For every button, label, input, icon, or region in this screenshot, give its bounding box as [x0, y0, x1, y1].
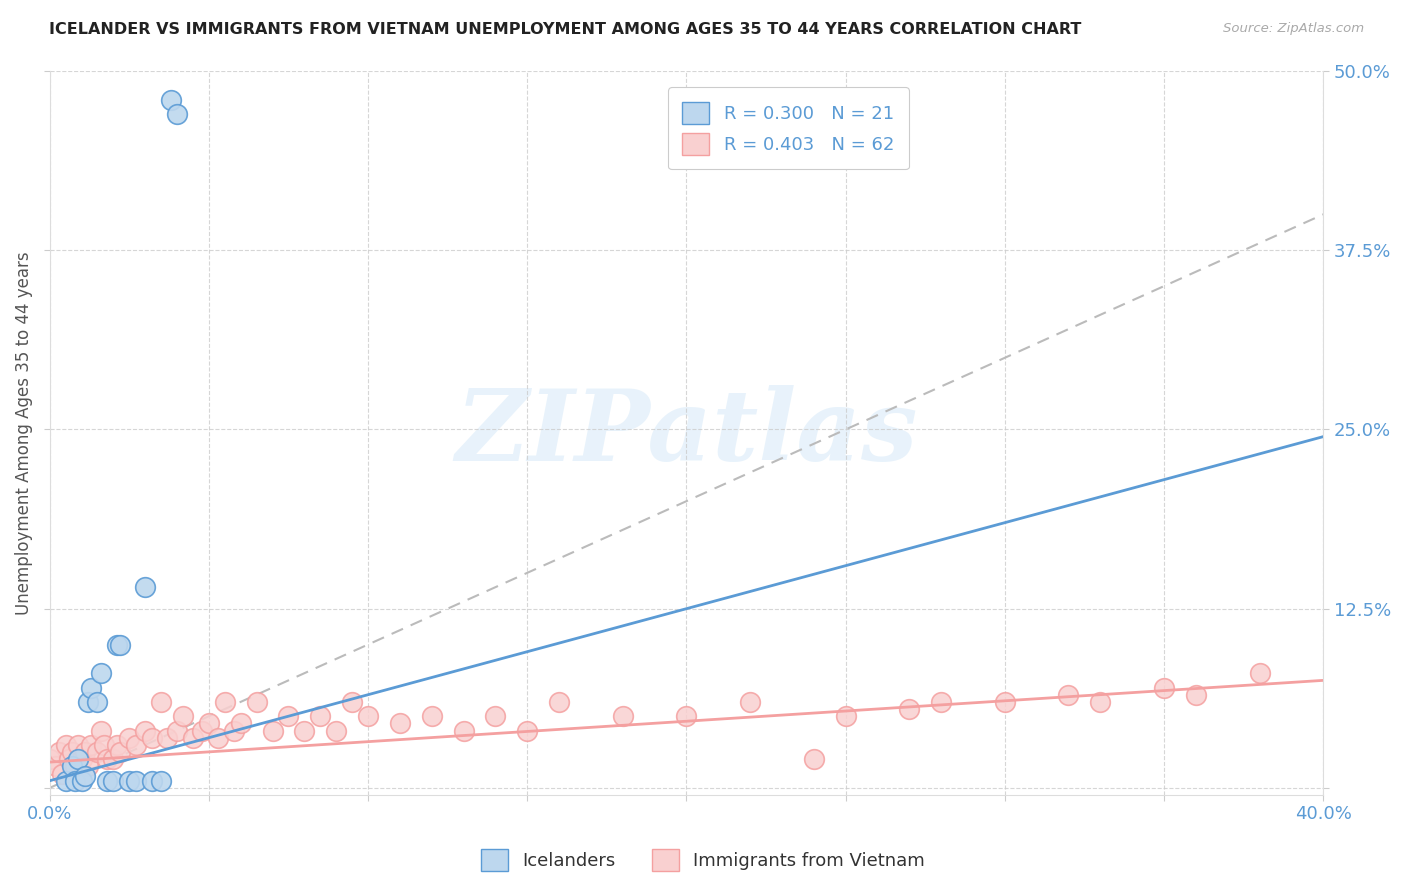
Point	[90, 666, 112, 681]
Point	[86, 745, 108, 759]
Point	[1249, 666, 1271, 681]
Point	[994, 695, 1017, 709]
Point	[1057, 688, 1080, 702]
Point	[55, 738, 77, 752]
Point	[675, 709, 697, 723]
Point	[803, 752, 825, 766]
Point	[156, 731, 179, 745]
Point	[108, 745, 131, 759]
Point	[80, 681, 103, 695]
Point	[214, 695, 236, 709]
Point	[198, 716, 221, 731]
Point	[90, 723, 112, 738]
Point	[292, 723, 315, 738]
Point	[1185, 688, 1208, 702]
Point	[58, 752, 80, 766]
Point	[93, 738, 115, 752]
Point	[80, 738, 103, 752]
Point	[141, 773, 163, 788]
Point	[45, 759, 67, 773]
Point	[453, 723, 475, 738]
Point	[103, 773, 125, 788]
Point	[63, 773, 86, 788]
Point	[277, 709, 299, 723]
Point	[159, 93, 181, 107]
Point	[70, 752, 93, 766]
Point	[38, 752, 60, 766]
Point	[73, 769, 96, 783]
Point	[67, 738, 90, 752]
Point	[166, 107, 188, 121]
Y-axis label: Unemployment Among Ages 35 to 44 years: Unemployment Among Ages 35 to 44 years	[15, 252, 32, 615]
Point	[548, 695, 571, 709]
Point	[898, 702, 921, 716]
Point	[51, 766, 73, 780]
Text: ICELANDER VS IMMIGRANTS FROM VIETNAM UNEMPLOYMENT AMONG AGES 35 TO 44 YEARS CORR: ICELANDER VS IMMIGRANTS FROM VIETNAM UNE…	[49, 22, 1081, 37]
Point	[740, 695, 762, 709]
Point	[103, 752, 125, 766]
Point	[48, 745, 70, 759]
Text: Source: ZipAtlas.com: Source: ZipAtlas.com	[1223, 22, 1364, 36]
Point	[150, 695, 173, 709]
Point	[224, 723, 246, 738]
Point	[105, 638, 128, 652]
Point	[118, 731, 141, 745]
Point	[118, 773, 141, 788]
Point	[63, 759, 86, 773]
Point	[76, 695, 98, 709]
Point	[262, 723, 284, 738]
Point	[612, 709, 634, 723]
Point	[141, 731, 163, 745]
Point	[150, 773, 173, 788]
Legend: R = 0.300   N = 21, R = 0.403   N = 62: R = 0.300 N = 21, R = 0.403 N = 62	[668, 87, 908, 169]
Point	[70, 773, 93, 788]
Point	[108, 638, 131, 652]
Point	[246, 695, 269, 709]
Point	[516, 723, 538, 738]
Point	[60, 759, 83, 773]
Point	[76, 759, 98, 773]
Point	[124, 738, 146, 752]
Point	[191, 723, 214, 738]
Point	[1153, 681, 1175, 695]
Point	[229, 716, 252, 731]
Point	[484, 709, 506, 723]
Point	[181, 731, 204, 745]
Point	[172, 709, 194, 723]
Point	[86, 695, 108, 709]
Point	[134, 580, 156, 594]
Point	[96, 752, 118, 766]
Point	[388, 716, 411, 731]
Point	[73, 745, 96, 759]
Point	[340, 695, 363, 709]
Point	[357, 709, 380, 723]
Text: ZIPatlas: ZIPatlas	[456, 384, 918, 482]
Point	[67, 752, 90, 766]
Point	[420, 709, 443, 723]
Point	[1090, 695, 1112, 709]
Point	[166, 723, 188, 738]
Legend: Icelanders, Immigrants from Vietnam: Icelanders, Immigrants from Vietnam	[474, 842, 932, 879]
Point	[124, 773, 146, 788]
Point	[60, 745, 83, 759]
Point	[134, 723, 156, 738]
Point	[834, 709, 856, 723]
Point	[929, 695, 952, 709]
Point	[105, 738, 128, 752]
Point	[309, 709, 332, 723]
Point	[96, 773, 118, 788]
Point	[55, 773, 77, 788]
Point	[325, 723, 347, 738]
Point	[207, 731, 229, 745]
